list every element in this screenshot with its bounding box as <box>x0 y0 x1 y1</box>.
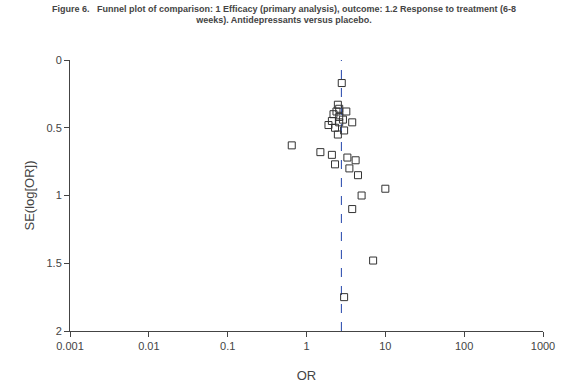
svg-text:1: 1 <box>56 189 62 201</box>
svg-text:0.001: 0.001 <box>56 340 84 352</box>
svg-text:1000: 1000 <box>531 340 555 352</box>
svg-text:1.5: 1.5 <box>47 257 62 269</box>
svg-text:0.1: 0.1 <box>220 340 235 352</box>
svg-text:0.5: 0.5 <box>47 122 62 134</box>
svg-text:Figure 6. Funnel plot of com: Figure 6. Funnel plot of comparison: 1 E… <box>52 4 516 26</box>
svg-text:OR: OR <box>297 368 317 383</box>
svg-text:2: 2 <box>56 325 62 337</box>
svg-text:0: 0 <box>56 54 62 66</box>
svg-text:1: 1 <box>303 340 309 352</box>
svg-text:10: 10 <box>379 340 391 352</box>
svg-text:SE(log[OR]): SE(log[OR]) <box>22 160 37 230</box>
svg-text:0.01: 0.01 <box>138 340 159 352</box>
svg-text:100: 100 <box>455 340 473 352</box>
